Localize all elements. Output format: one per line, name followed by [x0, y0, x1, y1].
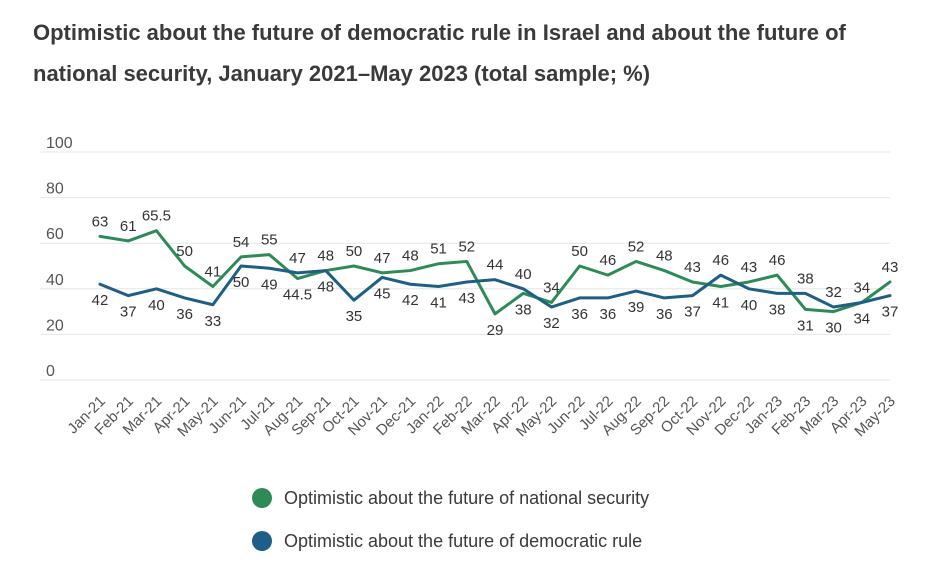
y-tick-label: 40: [46, 272, 64, 289]
gridlines: [40, 151, 890, 381]
data-label: 32: [825, 284, 842, 301]
data-label: 55: [261, 232, 278, 249]
data-label: 48: [317, 279, 334, 296]
data-label: 49: [261, 276, 278, 293]
y-axis: 0 20 40 60 80 100: [46, 135, 73, 380]
data-label: 37: [120, 304, 137, 321]
data-label: 61: [120, 218, 137, 235]
data-label: 38: [769, 301, 786, 318]
data-label: 45: [374, 285, 391, 302]
data-label: 48: [656, 248, 673, 265]
legend-item-national-security: Optimistic about the future of national …: [252, 486, 649, 510]
data-label: 43: [882, 259, 899, 276]
y-tick-label: 0: [46, 363, 55, 380]
data-label: 63: [92, 213, 109, 230]
data-label: 40: [148, 297, 165, 314]
data-label: 51: [430, 241, 447, 258]
legend-marker: [252, 488, 272, 508]
data-label: 48: [317, 248, 334, 265]
data-label: 46: [600, 252, 617, 269]
data-label: 40: [741, 297, 758, 314]
line-chart: 0 20 40 60 80 100 Jan-21Feb-21Mar-21Apr-21May…: [40, 135, 899, 440]
data-label: 29: [487, 322, 504, 339]
data-label: 54: [233, 234, 250, 251]
legend: Optimistic about the future of national …: [252, 486, 649, 572]
data-label: 34: [543, 279, 560, 296]
y-tick-label: 100: [46, 135, 73, 152]
data-label: 52: [458, 238, 475, 255]
data-label: 43: [741, 259, 758, 276]
data-label: 41: [712, 295, 729, 312]
data-label: 35: [346, 308, 363, 325]
data-label: 44.5: [283, 287, 312, 304]
data-label: 36: [600, 306, 617, 323]
data-label: 52: [628, 238, 645, 255]
data-label: 37: [684, 304, 701, 321]
data-label: 41: [430, 295, 447, 312]
data-label: 41: [205, 264, 222, 281]
data-label: 38: [515, 301, 532, 318]
y-tick-label: 20: [46, 317, 64, 334]
y-tick-label: 80: [46, 181, 64, 198]
data-label: 46: [769, 252, 786, 269]
data-label: 43: [684, 259, 701, 276]
data-label: 30: [825, 320, 842, 337]
data-label: 42: [402, 292, 419, 309]
series-line: [98, 264, 892, 309]
data-label: 32: [543, 315, 560, 332]
data-label: 50: [233, 274, 250, 291]
data-label: 65.5: [142, 208, 171, 225]
y-tick-label: 60: [46, 226, 64, 243]
legend-label: Optimistic about the future of national …: [284, 487, 650, 508]
data-label: 38: [797, 270, 814, 287]
data-label: 48: [402, 248, 419, 265]
x-axis: Jan-21Feb-21Mar-21Apr-21May-21Jun-21Jul-…: [64, 393, 898, 440]
data-label: 47: [374, 250, 391, 267]
data-label: 43: [458, 290, 475, 307]
series-line: [98, 229, 892, 316]
legend-label: Optimistic about the future of democrati…: [284, 530, 643, 551]
data-label: 44: [487, 257, 504, 274]
legend-item-democratic-rule: Optimistic about the future of democrati…: [252, 529, 649, 553]
legend-marker: [252, 531, 272, 551]
data-label: 36: [571, 306, 588, 323]
data-label: 36: [176, 306, 193, 323]
data-label: 50: [176, 243, 193, 260]
data-label: 50: [346, 243, 363, 260]
data-label: 37: [882, 304, 899, 321]
data-label: 34: [853, 279, 870, 296]
data-label: 36: [656, 306, 673, 323]
data-label: 31: [797, 317, 814, 334]
chart-title: Optimistic about the future of democrati…: [33, 20, 846, 86]
data-labels: 63 61 65.5 50 41 54 55 44.5 48 50 47 48 51 52 29 38 34 50…: [92, 208, 899, 339]
data-label: 39: [628, 299, 645, 316]
data-label: 40: [515, 266, 532, 283]
data-label: 33: [205, 313, 222, 330]
data-label: 34: [853, 310, 870, 327]
data-label: 47: [289, 250, 306, 267]
data-label: 42: [92, 292, 109, 309]
data-label: 46: [712, 252, 729, 269]
data-label: 50: [571, 243, 588, 260]
series-lines: [98, 229, 892, 316]
